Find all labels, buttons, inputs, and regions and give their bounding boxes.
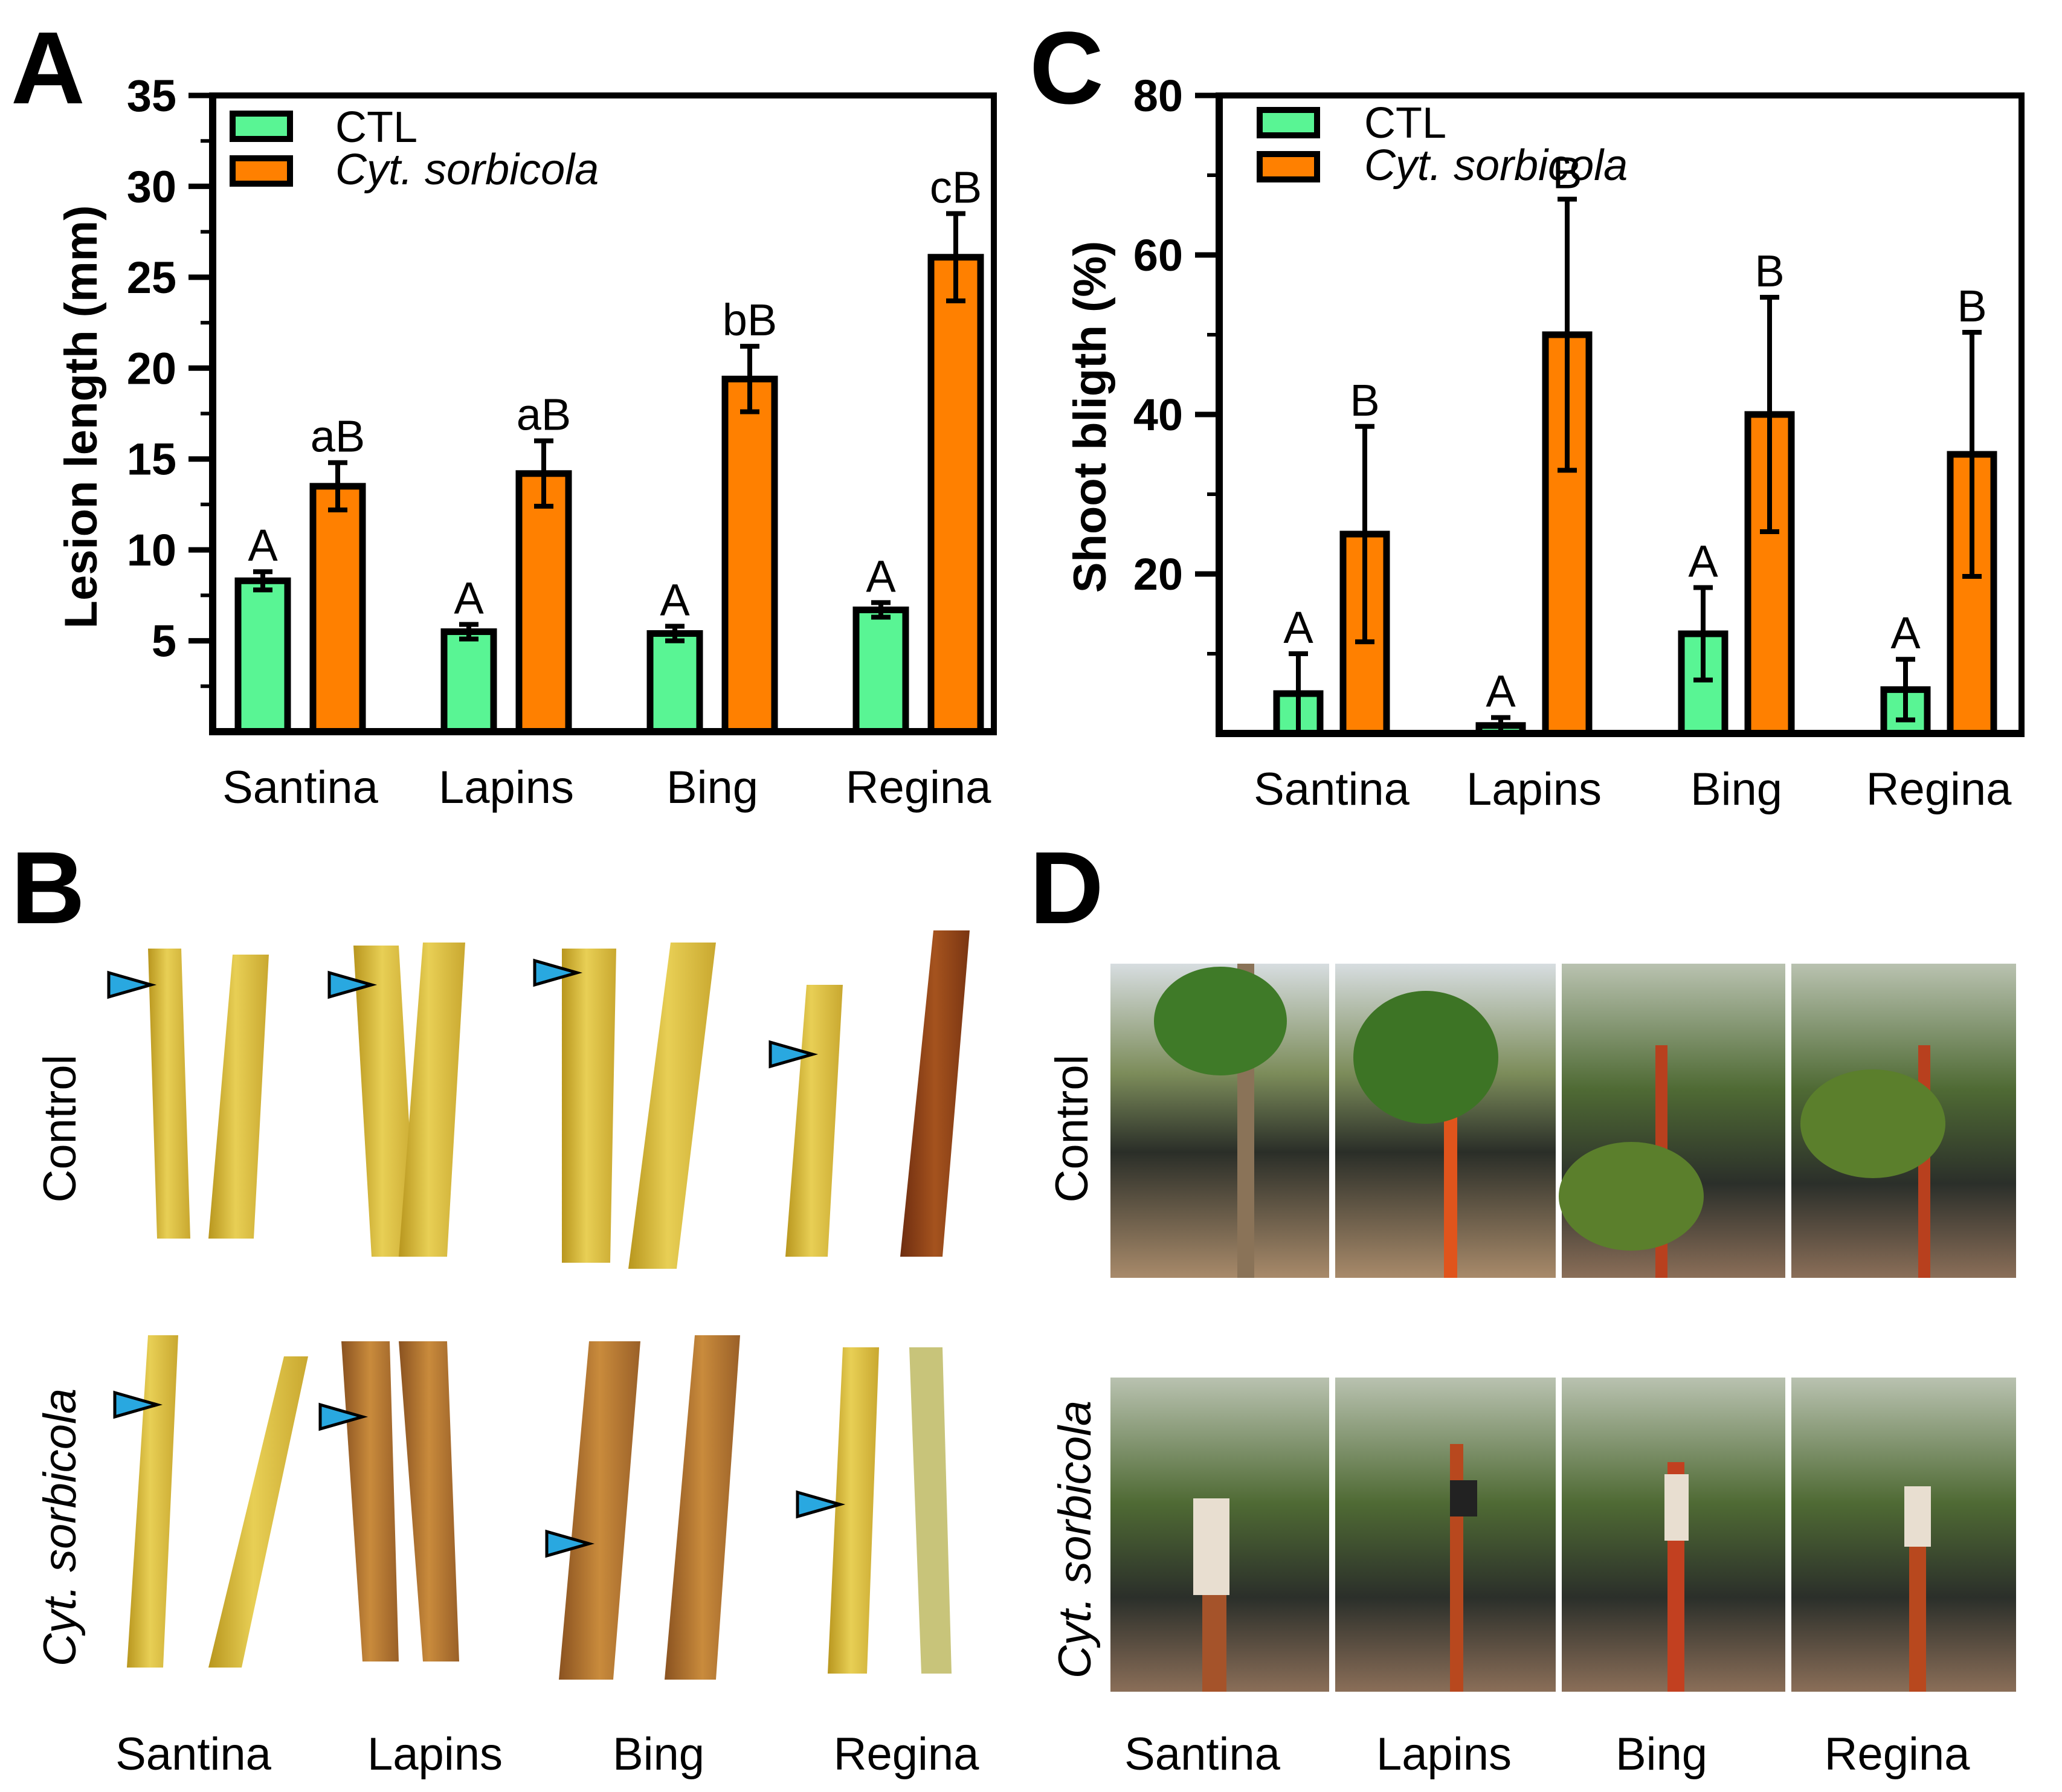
d-control-lapins xyxy=(1335,964,1556,1278)
legend-ctl-label: CTL xyxy=(335,103,417,152)
d-row-label-cyt: Cyt. sorbicola xyxy=(1049,1400,1101,1679)
significance-label: bB xyxy=(723,295,778,345)
legend-treat-label: Cyt. sorbicola xyxy=(1364,141,1628,190)
b-infected-regina xyxy=(796,1347,952,1674)
y-tick-label: 25 xyxy=(127,253,176,303)
y-tick-label: 35 xyxy=(127,71,176,121)
arrow-marker-icon xyxy=(545,1529,595,1558)
chart-lesion-length: Lesion length (mm) 5 10 15 20 25 30 35 AaB Sant… xyxy=(56,71,997,813)
b-infected-bing xyxy=(545,1335,740,1680)
b-control-santina xyxy=(107,949,269,1239)
x-category-label: Santina xyxy=(1254,764,1410,815)
significance-label: A xyxy=(1486,666,1516,717)
d-control-regina xyxy=(1791,964,2016,1278)
significance-label: A xyxy=(1688,536,1718,586)
b-row-label-control: Control xyxy=(34,1054,86,1203)
b-col-label-regina: Regina xyxy=(833,1729,979,1780)
b-control-lapins xyxy=(327,943,465,1257)
legend-treat-swatch xyxy=(1257,151,1320,182)
significance-label: aB xyxy=(311,411,366,462)
d-control-santina xyxy=(1110,964,1329,1278)
d-infected-regina xyxy=(1791,1378,2016,1692)
significance-label: A xyxy=(248,520,278,570)
arrow-marker-icon xyxy=(768,1040,819,1069)
chart-c-legend: CTL Cyt. sorbicola xyxy=(1257,99,1628,190)
b-col-label-lapins: Lapins xyxy=(367,1729,503,1780)
y-tick-label: 15 xyxy=(127,434,176,485)
legend-ctl-swatch xyxy=(230,111,293,142)
legend-treat-label: Cyt. sorbicola xyxy=(335,146,599,194)
d-col-label-lapins: Lapins xyxy=(1376,1729,1512,1780)
legend-ctl-label: CTL xyxy=(1364,99,1446,147)
significance-label: A xyxy=(1890,608,1921,658)
b-control-bing xyxy=(533,943,716,1269)
d-infected-bing xyxy=(1562,1378,1785,1692)
chart-a-legend: CTL Cyt. sorbicola xyxy=(230,103,599,194)
b-infected-lapins xyxy=(318,1341,459,1661)
bar-ctl-lapins xyxy=(440,628,497,735)
d-control-bing xyxy=(1559,964,1785,1278)
b-col-label-santina: Santina xyxy=(115,1729,271,1780)
y-tick-label: 20 xyxy=(1133,549,1183,599)
bar-treat-regina xyxy=(927,254,984,735)
arrow-marker-icon xyxy=(318,1402,369,1431)
significance-label: A xyxy=(454,573,484,623)
d-col-label-regina: Regina xyxy=(1824,1729,1970,1780)
d-infected-santina xyxy=(1110,1378,1329,1692)
b-col-label-bing: Bing xyxy=(612,1729,705,1780)
panel-b-stem-photos xyxy=(107,930,970,1680)
x-category-label: Santina xyxy=(222,762,378,813)
arrow-marker-icon xyxy=(533,958,583,987)
y-tick-label: 40 xyxy=(1133,390,1183,440)
y-tick-label: 10 xyxy=(127,525,176,575)
x-category-label: Bing xyxy=(666,762,758,813)
d-row-label-control: Control xyxy=(1046,1054,1098,1203)
bar-ctl-regina xyxy=(852,606,909,735)
bar-treat-santina xyxy=(309,483,366,735)
y-tick-label: 60 xyxy=(1133,230,1183,280)
panel-label-a: A xyxy=(11,11,85,126)
significance-label: B xyxy=(1957,281,1986,331)
bar-ctl-bing xyxy=(646,630,703,735)
arrow-marker-icon xyxy=(107,970,157,999)
significance-label: B xyxy=(1754,246,1784,296)
x-category-label: Bing xyxy=(1690,764,1782,815)
significance-label: A xyxy=(866,551,896,601)
y-tick-label: 80 xyxy=(1133,71,1183,121)
arrow-marker-icon xyxy=(796,1490,846,1519)
significance-label: cB xyxy=(930,163,982,213)
x-category-label: Lapins xyxy=(439,762,574,813)
d-col-label-santina: Santina xyxy=(1124,1729,1280,1780)
legend-treat-swatch xyxy=(230,155,293,187)
b-infected-santina xyxy=(113,1335,308,1668)
x-category-label: Regina xyxy=(1866,764,2012,815)
chart-shoot-blight: Shoot bligth (%) 20 40 60 80 A B Santina A B Lap… xyxy=(1065,71,2025,815)
chart-c-ylabel: Shoot bligth (%) xyxy=(1065,241,1116,593)
bar-treat-lapins xyxy=(515,470,572,735)
significance-label: B xyxy=(1552,148,1582,198)
significance-label: A xyxy=(1283,602,1313,653)
significance-label: A xyxy=(660,575,690,625)
y-tick-label: 30 xyxy=(127,161,176,211)
arrow-marker-icon xyxy=(327,970,378,999)
panel-label-d: D xyxy=(1029,831,1104,946)
bar-treat-bing xyxy=(721,375,778,735)
arrow-marker-icon xyxy=(113,1390,163,1419)
legend-ctl-swatch xyxy=(1257,107,1320,138)
bar-ctl-santina xyxy=(234,577,291,735)
b-row-label-cyt: Cyt. sorbicola xyxy=(34,1388,86,1667)
significance-label: aB xyxy=(517,390,572,440)
b-control-regina xyxy=(768,930,970,1257)
panel-d-field-photos xyxy=(1110,964,2016,1692)
significance-label: B xyxy=(1350,375,1379,425)
x-category-label: Regina xyxy=(846,762,992,813)
y-tick-label: 20 xyxy=(127,343,176,393)
x-category-label: Lapins xyxy=(1466,764,1602,815)
panel-label-c: C xyxy=(1029,11,1104,126)
panel-label-b: B xyxy=(11,831,85,946)
d-infected-lapins xyxy=(1335,1378,1556,1692)
d-col-label-bing: Bing xyxy=(1615,1729,1708,1780)
y-tick-label: 5 xyxy=(152,616,176,666)
chart-a-ylabel: Lesion length (mm) xyxy=(56,205,107,629)
